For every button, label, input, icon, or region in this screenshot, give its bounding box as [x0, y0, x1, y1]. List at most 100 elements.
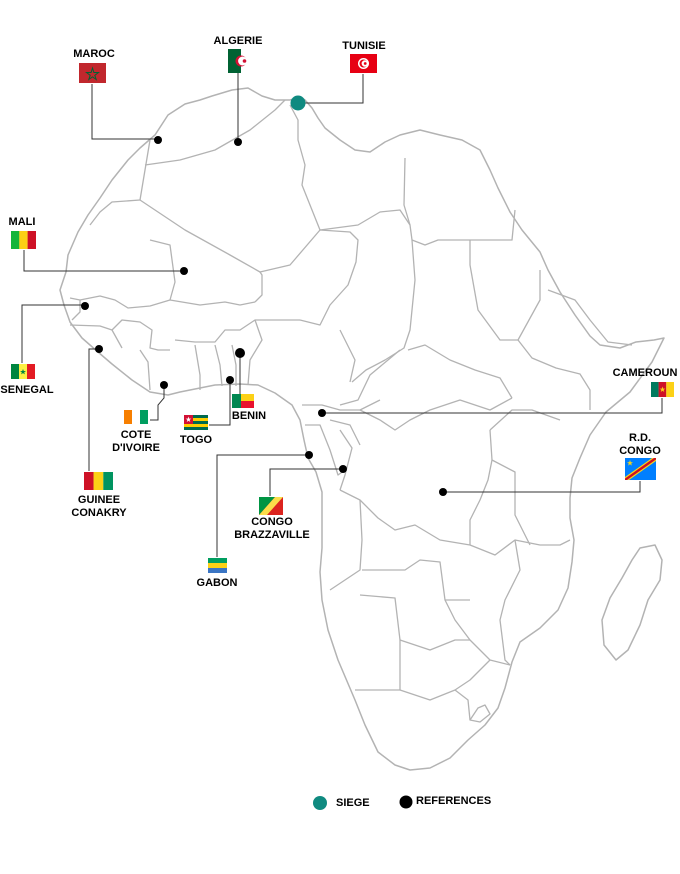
country-borders: [69, 99, 633, 723]
siege-marker-tunisie: [290, 95, 306, 111]
reference-marker-maroc: [154, 136, 162, 144]
border: [489, 429, 531, 546]
leader-line-senegal: [21, 304, 85, 363]
leader-line-rd-congo: [443, 481, 641, 493]
border: [299, 229, 359, 326]
border: [403, 157, 411, 226]
reference-marker-gabon: [305, 451, 313, 459]
legend-siege-marker: [313, 796, 327, 810]
border: [489, 409, 561, 431]
reference-marker-rd-congo: [439, 488, 447, 496]
label-cote-divoire-line1: COTE: [120, 429, 152, 441]
border: [399, 639, 470, 651]
border: [469, 704, 491, 723]
border: [355, 659, 491, 701]
legend-siege-label: SIEGE: [336, 797, 370, 809]
label-guinee: GUINEE CONAKRY: [68, 494, 130, 520]
border: [469, 539, 571, 556]
flag-guinee: [84, 472, 113, 490]
label-benin: BENIN: [231, 410, 267, 422]
border: [111, 319, 170, 351]
legend-references-label: REFERENCES: [416, 795, 492, 807]
reference-marker-congo-brazzaville: [339, 465, 347, 473]
flag-maroc: [79, 63, 106, 83]
label-senegal: SENEGAL: [0, 384, 54, 396]
border: [139, 349, 151, 391]
reference-marker-mali: [180, 267, 188, 275]
leader-line-gabon: [216, 454, 309, 557]
label-togo: TOGO: [179, 434, 213, 446]
border: [289, 104, 321, 231]
border: [319, 209, 413, 241]
border: [454, 689, 471, 721]
leader-line-togo: [209, 380, 231, 426]
label-guinee-line2: CONAKRY: [71, 507, 127, 519]
label-congo-brazzaville: CONGO BRAZZAVILLE: [232, 516, 312, 542]
leader-line-cameroun: [322, 398, 663, 414]
leader-line-congo-brazzaville: [269, 468, 343, 496]
label-gabon: GABON: [196, 577, 238, 589]
label-rd-congo-line1: R.D.: [629, 432, 651, 444]
label-cote-divoire-line2: D'IVOIRE: [112, 442, 160, 454]
madagascar: [601, 544, 663, 661]
border: [359, 397, 513, 431]
continent-outline: [59, 87, 665, 771]
leader-line-guinee: [88, 348, 99, 471]
label-guinee-line1: GUINEE: [77, 494, 121, 506]
leader-line-maroc: [91, 84, 158, 140]
reference-marker-algerie: [234, 138, 242, 146]
label-cameroun: CAMEROUN: [612, 367, 678, 379]
reference-marker-senegal: [81, 302, 89, 310]
label-mali: MALI: [8, 216, 36, 228]
leader-line-mali: [23, 250, 184, 272]
border: [247, 319, 263, 386]
border: [339, 429, 353, 491]
border: [547, 289, 633, 346]
africa-coastline: [59, 87, 665, 771]
label-cote-divoire: COTE D'IVOIRE: [106, 429, 166, 455]
flag-cameroun: [651, 382, 674, 397]
reference-marker-guinee: [95, 345, 103, 353]
label-congo-brazzaville-line1: CONGO: [251, 516, 293, 528]
flag-senegal: [11, 364, 35, 379]
border: [144, 99, 286, 166]
label-rd-congo-line2: CONGO: [619, 445, 661, 457]
border: [351, 239, 416, 383]
border: [517, 339, 591, 410]
label-maroc: MAROC: [73, 48, 115, 60]
flag-cote-divoire: [124, 410, 148, 424]
reference-marker-cameroun: [318, 409, 326, 417]
flag-gabon: [208, 558, 227, 573]
legend-reference-marker: [399, 795, 413, 809]
flag-togo: [184, 415, 208, 430]
border: [329, 419, 361, 446]
border: [69, 324, 123, 349]
label-tunisie: TUNISIE: [342, 40, 386, 52]
border: [359, 594, 401, 690]
border: [194, 344, 201, 390]
border: [302, 399, 381, 411]
label-algerie: ALGERIE: [213, 35, 263, 47]
label-rd-congo: R.D. CONGO: [612, 432, 668, 458]
border: [169, 299, 256, 306]
border: [231, 344, 237, 386]
border: [89, 199, 141, 226]
flag-congo-brazzaville: [259, 497, 283, 515]
border: [71, 300, 81, 321]
border: [469, 240, 541, 341]
border: [305, 424, 346, 476]
border: [139, 199, 321, 273]
border: [407, 344, 513, 399]
border: [411, 209, 516, 246]
flag-algerie: [228, 49, 254, 73]
border: [139, 139, 151, 201]
reference-marker-benin: [235, 348, 245, 358]
leader-line-cote-divoire: [150, 386, 165, 421]
flag-rd-congo: [625, 458, 656, 480]
flag-tunisie: [350, 54, 377, 73]
border: [469, 459, 493, 545]
leader-line-tunisie: [300, 74, 364, 104]
